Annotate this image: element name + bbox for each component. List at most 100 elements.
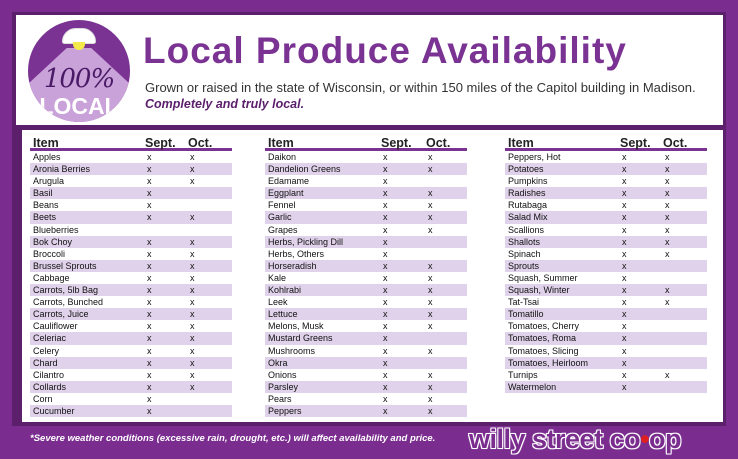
table-row: Collards x x: [30, 380, 232, 393]
table-row: Tomatoes, Heirloom x: [505, 356, 707, 369]
item-name: Scallions: [508, 224, 545, 235]
table-row: Bok Choy x x: [30, 235, 232, 248]
sept-mark: x: [383, 200, 388, 211]
item-name: Carrots, Juice: [33, 309, 89, 320]
oct-mark: x: [665, 212, 670, 223]
item-name: Dandelion Greens: [268, 164, 341, 175]
sept-mark: x: [147, 212, 152, 223]
item-name: Carrots, Bunched: [33, 297, 104, 308]
table-row: Peppers, Hot x x: [505, 151, 707, 163]
produce-column: Item Sept. Oct. Apples x x Aronia Berries x x Aru…: [30, 136, 232, 418]
table-row: Lettuce x x: [265, 308, 467, 321]
table-header: Item Sept. Oct.: [265, 136, 467, 151]
oct-mark: x: [665, 200, 670, 211]
sept-mark: x: [383, 369, 388, 380]
item-name: Daikon: [268, 152, 297, 162]
table-row: Grapes x x: [265, 224, 467, 236]
table-row: Celeriac x x: [30, 332, 232, 345]
table-row: Basil x: [30, 187, 232, 200]
item-name: Salad Mix: [508, 212, 548, 223]
item-name: Rutabaga: [508, 200, 548, 211]
sept-mark: x: [383, 248, 388, 259]
header-sept: Sept.: [145, 136, 176, 150]
oct-mark: x: [190, 345, 195, 356]
table-row: Radishes x x: [505, 187, 707, 200]
item-name: Sprouts: [508, 260, 540, 271]
oct-mark: x: [428, 272, 433, 283]
item-name: Chard: [33, 357, 58, 368]
oct-mark: x: [190, 164, 195, 175]
oct-mark: x: [665, 224, 670, 235]
table-row: Shallots x x: [505, 235, 707, 248]
item-name: Peppers: [268, 405, 302, 416]
item-name: Onions: [268, 369, 297, 380]
table-row: Tomatoes, Roma x: [505, 332, 707, 345]
sept-mark: x: [622, 309, 627, 320]
table-row: Mustard Greens x: [265, 332, 467, 345]
item-name: Cilantro: [33, 369, 65, 380]
item-name: Turnips: [508, 369, 538, 380]
table-row: Kohlrabi x x: [265, 284, 467, 297]
table-row: Garlic x x: [265, 211, 467, 224]
item-name: Carrots, 5lb Bag: [33, 285, 99, 296]
header-oct: Oct.: [188, 136, 213, 150]
item-name: Mushrooms: [268, 345, 316, 356]
item-name: Grapes: [268, 224, 298, 235]
oct-mark: x: [428, 405, 433, 416]
sept-mark: x: [147, 188, 152, 199]
sept-mark: x: [147, 357, 152, 368]
item-name: Tomatillo: [508, 309, 544, 320]
oct-mark: x: [428, 200, 433, 211]
header-item: Item: [508, 136, 534, 150]
tagline: Completely and truly local.: [145, 97, 305, 111]
sept-mark: x: [383, 405, 388, 416]
sept-mark: x: [147, 297, 152, 308]
sept-mark: x: [383, 297, 388, 308]
oct-mark: x: [428, 152, 433, 162]
sept-mark: x: [147, 405, 152, 416]
item-name: Potatoes: [508, 164, 544, 175]
item-name: Arugula: [33, 176, 65, 187]
table-row: Potatoes x x: [505, 163, 707, 176]
item-name: Squash, Summer: [508, 272, 578, 283]
table-row: Corn x: [30, 393, 232, 405]
oct-mark: x: [665, 369, 670, 380]
bulb-icon: [73, 42, 85, 50]
table-row: Carrots, Juice x x: [30, 308, 232, 321]
oct-mark: x: [665, 248, 670, 259]
sept-mark: x: [147, 236, 152, 247]
table-row: Daikon x x: [265, 151, 467, 163]
table-row: Pears x x: [265, 393, 467, 405]
oct-mark: x: [190, 333, 195, 344]
sept-mark: x: [147, 248, 152, 259]
sept-mark: x: [383, 381, 388, 392]
oct-mark: x: [190, 260, 195, 271]
sept-mark: x: [622, 176, 627, 187]
item-name: Spinach: [508, 248, 541, 259]
sept-mark: x: [622, 188, 627, 199]
oct-mark: x: [190, 212, 195, 223]
table-row: Carrots, Bunched x x: [30, 296, 232, 308]
item-name: Tomatoes, Slicing: [508, 345, 579, 356]
table-row: Kale x x: [265, 272, 467, 284]
oct-mark: x: [665, 164, 670, 175]
item-name: Watermelon: [508, 381, 557, 392]
item-name: Melons, Musk: [268, 321, 324, 332]
oct-mark: x: [428, 212, 433, 223]
oct-mark: x: [428, 164, 433, 175]
table-row: Herbs, Pickling Dill x: [265, 235, 467, 248]
sept-mark: x: [147, 285, 152, 296]
item-name: Peppers, Hot: [508, 152, 561, 162]
table-row: Tomatoes, Slicing x: [505, 345, 707, 357]
oct-mark: x: [665, 188, 670, 199]
table-row: Chard x x: [30, 356, 232, 369]
header-sept: Sept.: [381, 136, 412, 150]
table-row: Blueberries: [30, 224, 232, 236]
item-name: Bok Choy: [33, 236, 73, 247]
table-row: Cabbage x x: [30, 272, 232, 284]
sept-mark: x: [622, 200, 627, 211]
oct-mark: x: [665, 152, 670, 162]
table-row: Rutabaga x x: [505, 199, 707, 211]
sept-mark: x: [383, 393, 388, 404]
table-row: Herbs, Others x: [265, 248, 467, 260]
